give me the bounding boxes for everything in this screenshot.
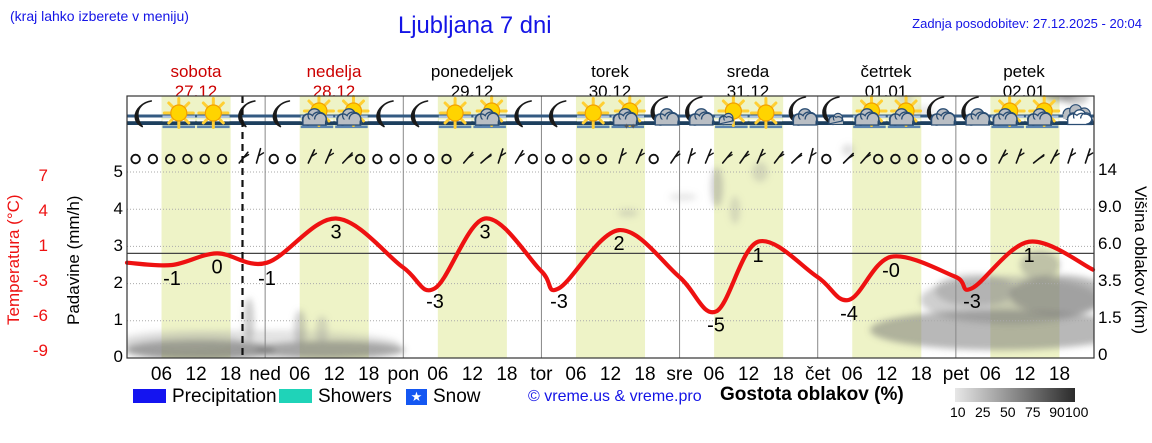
svg-text:18: 18 [358,364,379,385]
svg-text:tor: tor [530,364,553,385]
svg-text:06: 06 [565,364,586,385]
svg-text:06: 06 [151,364,172,385]
svg-text:sre: sre [666,364,692,385]
svg-text:12: 12 [462,364,483,385]
svg-text:18: 18 [773,364,794,385]
svg-text:-3: -3 [963,291,981,313]
svg-text:✦✦: ✦✦ [623,122,637,131]
svg-text:ned: ned [249,364,281,385]
svg-text:-4: -4 [840,303,858,325]
svg-text:12: 12 [876,364,897,385]
svg-text:12: 12 [600,364,621,385]
svg-text:2: 2 [613,233,624,255]
svg-text:06: 06 [704,364,725,385]
svg-text:18: 18 [220,364,241,385]
svg-text:06: 06 [289,364,310,385]
svg-text:12: 12 [738,364,759,385]
svg-text:1: 1 [752,245,763,267]
svg-text:1: 1 [1023,245,1034,267]
svg-text:12: 12 [324,364,345,385]
svg-text:-1: -1 [258,268,276,290]
svg-text:-3: -3 [426,291,444,313]
svg-text:18: 18 [911,364,932,385]
svg-text:pet: pet [943,364,970,385]
svg-text:12: 12 [186,364,207,385]
svg-text:3: 3 [330,222,341,244]
svg-text:-0: -0 [882,260,900,282]
svg-text:-3: -3 [550,291,568,313]
svg-text:-5: -5 [707,315,725,337]
svg-text:18: 18 [1049,364,1070,385]
svg-text:06: 06 [980,364,1001,385]
svg-text:čet: čet [805,364,831,385]
svg-text:-1: -1 [163,268,181,290]
svg-text:12: 12 [1014,364,1035,385]
svg-text:06: 06 [427,364,448,385]
svg-text:0: 0 [211,256,222,278]
svg-text:pon: pon [387,364,419,385]
svg-text:18: 18 [634,364,655,385]
svg-text:06: 06 [842,364,863,385]
svg-text:18: 18 [496,364,517,385]
svg-text:3: 3 [479,222,490,244]
